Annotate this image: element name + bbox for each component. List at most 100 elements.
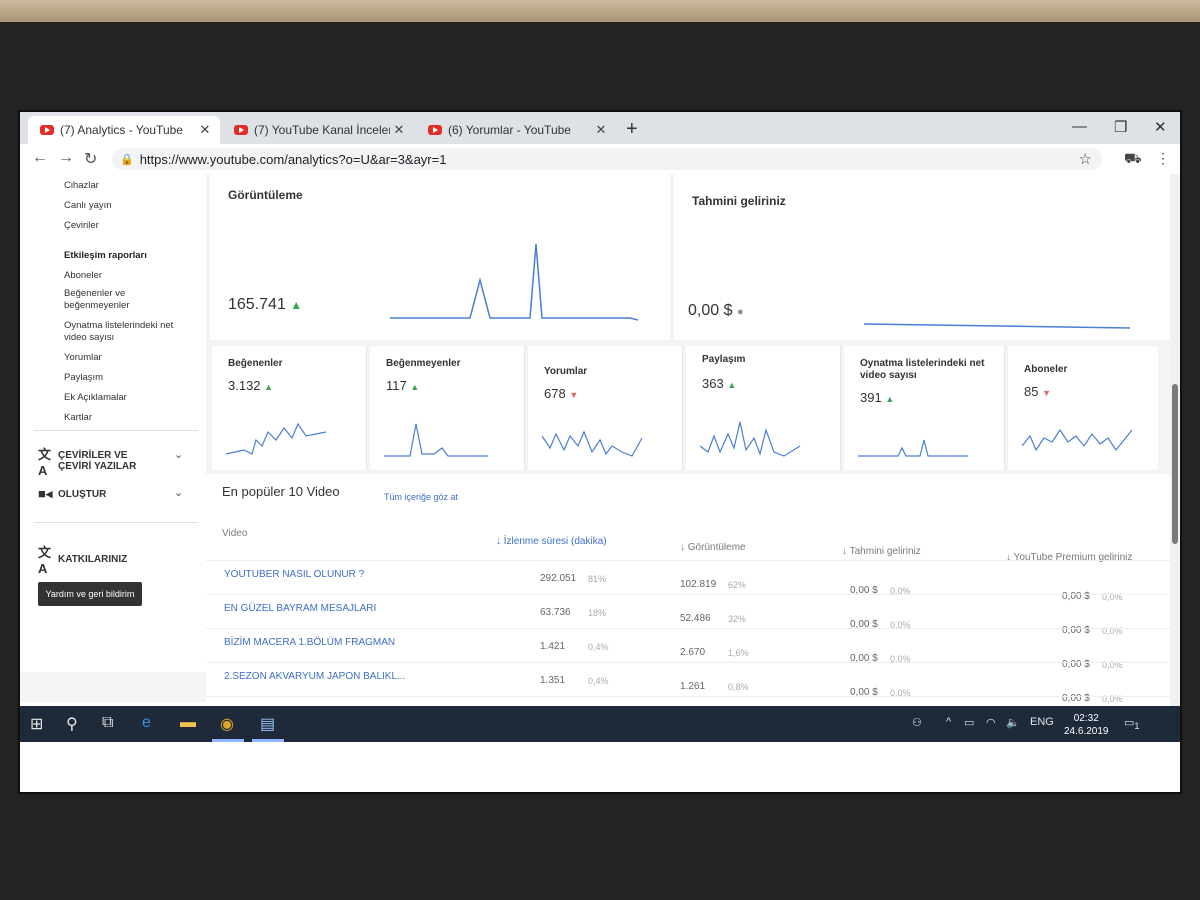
- minimize-icon[interactable]: —: [1072, 118, 1087, 135]
- battery-icon[interactable]: ▭: [964, 717, 975, 729]
- bookmark-star-icon[interactable]: ☆: [1078, 151, 1092, 168]
- watch-time-value: 63.736: [540, 607, 571, 618]
- analytics-sidebar: Cihazlar Canlı yayın Çeviriler Etkileşim…: [20, 174, 207, 672]
- volume-icon[interactable]: 🔈: [1006, 717, 1020, 729]
- video-title-link[interactable]: EN GÜZEL BAYRAM MESAJLARI: [224, 603, 377, 614]
- forward-arrow-icon[interactable]: →: [58, 149, 74, 166]
- metric-sparkline: [226, 422, 327, 455]
- window-close-icon[interactable]: ✕: [1154, 119, 1167, 136]
- metric-oynatma-listeleri[interactable]: Oynatma listelerindeki net video sayısı …: [844, 346, 1005, 470]
- extension-icon[interactable]: ⛟: [1124, 150, 1142, 166]
- metric-value: 678 ▼: [544, 386, 578, 401]
- sidebar-header-etkilesim: Etkileşim raporları: [64, 250, 147, 261]
- scrollbar-thumb[interactable]: [1172, 384, 1178, 544]
- youtube-favicon-icon: [428, 125, 442, 135]
- col-header-watch-time[interactable]: ↓ İzlenme süresi (dakika): [496, 536, 607, 547]
- restore-icon[interactable]: ❐: [1114, 119, 1128, 136]
- chrome-icon[interactable]: ◉: [220, 716, 234, 733]
- sidebar-item-kartlar[interactable]: Kartlar: [64, 412, 92, 423]
- browse-all-link[interactable]: Tüm içeriğe göz at: [384, 492, 459, 502]
- new-tab-button[interactable]: +: [626, 118, 638, 140]
- close-icon[interactable]: ✕: [393, 122, 405, 137]
- col-header-revenue[interactable]: ↓ Tahmini geliriniz: [842, 546, 921, 557]
- sidebar-section-olustur[interactable]: ■◂ OLUŞTUR: [38, 486, 106, 502]
- search-icon[interactable]: ⚲: [66, 716, 78, 733]
- sidebar-divider: [34, 430, 198, 431]
- lock-icon: 🔒: [120, 153, 134, 166]
- video-title-link[interactable]: 2.SEZON AKVARYUM JAPON BALIKL...: [224, 671, 406, 682]
- sidebar-item-paylasim[interactable]: Paylaşım: [64, 372, 104, 383]
- chevron-down-icon[interactable]: ⌄: [174, 449, 184, 461]
- views-value: 52.486: [680, 613, 711, 624]
- revenue-pct: 0,0%: [890, 620, 911, 630]
- page-scrollbar[interactable]: [1170, 174, 1180, 706]
- app-icon[interactable]: ▤: [260, 716, 276, 733]
- watch-time-pct: 18%: [588, 608, 607, 618]
- close-icon[interactable]: ✕: [199, 122, 211, 137]
- revenue-card[interactable]: Tahmini geliriniz 0,00 $ ●: [674, 174, 1176, 340]
- edge-icon[interactable]: e: [142, 714, 151, 731]
- file-explorer-icon[interactable]: ▬: [180, 714, 196, 731]
- views-pct: 62%: [728, 580, 747, 590]
- metric-paylasim[interactable]: Paylaşım 363 ▲: [686, 346, 841, 470]
- watch-time-value: 1.351: [540, 675, 566, 686]
- col-header-premium[interactable]: ↓ YouTube Premium geliriniz: [1006, 552, 1132, 563]
- metric-sparkline: [1022, 428, 1133, 452]
- table-row[interactable]: EN GÜZEL BAYRAM MESAJLARI 63.736 18% 52.486…: [206, 594, 1180, 636]
- menu-dots-icon[interactable]: ⋮: [1156, 150, 1170, 166]
- sort-arrow-icon: ↓: [496, 536, 504, 547]
- trend-up-icon: ▲: [290, 298, 303, 312]
- video-title-link[interactable]: BİZİM MACERA 1.BÖLÜM FRAGMAN: [224, 637, 396, 648]
- trend-up-icon: ▲: [264, 382, 274, 392]
- table-row[interactable]: YOUTUBER NASIL OLUNUR ? 292.051 81% 102.819…: [206, 560, 1180, 602]
- col-header-video[interactable]: Video: [222, 528, 248, 539]
- sidebar-item-ek-aciklamalar[interactable]: Ek Açıklamalar: [64, 392, 127, 403]
- sidebar-item-begenenler[interactable]: Beğenenler ve beğenmeyenler: [64, 288, 130, 311]
- url-bar[interactable]: 🔒 https://www.youtube.com/analytics?o=U&…: [112, 148, 1102, 170]
- views-value: 165.741 ▲: [228, 296, 302, 314]
- sidebar-item-ceviriler[interactable]: Çeviriler: [64, 220, 99, 231]
- metric-number: 117: [386, 378, 407, 393]
- clock[interactable]: 02:32 24.6.2019: [1064, 712, 1109, 738]
- tab-yorumlar[interactable]: (6) Yorumlar - YouTube ✕: [416, 116, 616, 144]
- metric-yorumlar[interactable]: Yorumlar 678 ▼: [528, 346, 683, 470]
- sidebar-divider: [34, 522, 198, 523]
- trend-flat-icon: ●: [736, 306, 744, 318]
- wifi-icon[interactable]: ◠: [986, 717, 996, 729]
- sidebar-section-ceviriler[interactable]: 文A ÇEVİRİLER VE ÇEVİRİ YAZILAR: [38, 444, 158, 478]
- language-indicator[interactable]: ENG: [1030, 716, 1054, 728]
- sidebar-item-cihazlar[interactable]: Cihazlar: [64, 180, 99, 191]
- trend-down-icon: ▼: [1042, 388, 1052, 398]
- youtube-favicon-icon: [234, 125, 248, 135]
- views-sparkline: [390, 243, 639, 321]
- chevron-up-icon[interactable]: ^: [946, 716, 952, 728]
- windows-start-icon[interactable]: ⊞: [30, 716, 44, 733]
- metric-aboneler[interactable]: Aboneler 85 ▼: [1008, 346, 1158, 470]
- views-number: 165.741: [228, 296, 286, 313]
- sidebar-item-canli-yayin[interactable]: Canlı yayın: [64, 200, 112, 211]
- sidebar-item-oynatma-listeleri[interactable]: Oynatma listelerindeki net video sayısı: [64, 320, 174, 343]
- close-icon[interactable]: ✕: [595, 122, 607, 137]
- video-camera-icon: ■◂: [38, 486, 53, 501]
- people-icon[interactable]: ⚇: [912, 717, 922, 729]
- task-view-icon[interactable]: ⧉: [102, 714, 114, 731]
- top-videos-table: En popüler 10 Video Tüm içeriğe göz at V…: [206, 474, 1180, 738]
- back-arrow-icon[interactable]: ←: [32, 149, 48, 166]
- help-feedback-button[interactable]: Yardım ve geri bildirim: [38, 582, 142, 606]
- table-row[interactable]: BİZİM MACERA 1.BÖLÜM FRAGMAN 1.421 0,4% 2.6…: [206, 628, 1180, 670]
- sidebar-section-katkilariniz[interactable]: 文A KATKILARINIZ: [38, 542, 127, 576]
- col-header-views[interactable]: ↓ Görüntüleme: [680, 542, 746, 553]
- table-row[interactable]: 2.SEZON AKVARYUM JAPON BALIKL... 1.351 0,4…: [206, 662, 1180, 704]
- notification-icon[interactable]: ▭1: [1124, 717, 1140, 732]
- views-card[interactable]: Görüntüleme 165.741 ▲: [210, 174, 670, 340]
- reload-icon[interactable]: ↻: [84, 151, 98, 168]
- sidebar-item-yorumlar[interactable]: Yorumlar: [64, 352, 102, 363]
- chevron-down-icon[interactable]: ⌄: [174, 487, 184, 499]
- sidebar-item-aboneler[interactable]: Aboneler: [64, 270, 103, 281]
- col-header-label: Tahmini geliriniz: [849, 546, 921, 557]
- tab-analytics[interactable]: (7) Analytics - YouTube ✕: [28, 116, 220, 144]
- metric-begenmeyenler[interactable]: Beğenmeyenler 117 ▲: [370, 346, 525, 470]
- metric-begenenler[interactable]: Beğenenler 3.132 ▲: [212, 346, 367, 470]
- tab-kanal-incelemesi[interactable]: (7) YouTube Kanal İncelemesi Çö ✕: [222, 116, 414, 144]
- video-title-link[interactable]: YOUTUBER NASIL OLUNUR ?: [224, 569, 365, 580]
